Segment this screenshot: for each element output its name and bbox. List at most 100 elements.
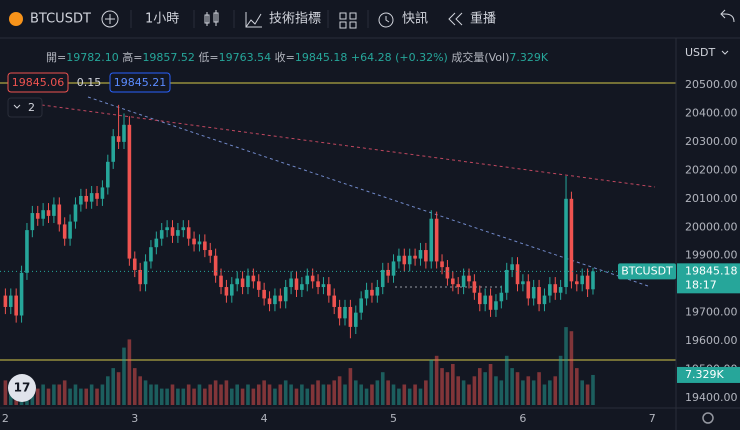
volume-bar: [106, 376, 110, 405]
chart-type-icon[interactable]: [204, 10, 219, 26]
volume-bar: [127, 339, 132, 405]
indicator-toggle[interactable]: [7, 97, 43, 118]
volume-bar: [456, 376, 461, 405]
candle-body: [370, 289, 374, 296]
legend-value: 19763.54: [219, 51, 272, 64]
candle-body: [176, 230, 180, 236]
candle-body: [359, 298, 363, 313]
volume-bar: [165, 388, 169, 405]
candle-body: [246, 275, 250, 288]
volume-bar: [143, 380, 148, 405]
volume-bar: [111, 368, 116, 405]
toolbar: BTCUSDT 1小時 技術指標 快訊 重播: [0, 9, 740, 39]
volume-bar: [240, 388, 245, 405]
candle-body: [537, 287, 541, 305]
coin-icon[interactable]: [9, 12, 23, 26]
indicators-button[interactable]: 技術指標: [269, 12, 321, 27]
compare-button[interactable]: [101, 10, 119, 28]
candle-body: [262, 289, 266, 299]
currency-selector[interactable]: USDT: [685, 46, 716, 59]
volume-bar: [370, 384, 374, 405]
candle-body: [68, 221, 72, 239]
volume-bar: [289, 384, 293, 405]
y-tick-label: 20300.00: [685, 135, 738, 148]
volume-bar: [359, 384, 363, 405]
candle-body: [380, 269, 385, 288]
volume-bar: [294, 388, 299, 405]
volume-bar: [526, 376, 531, 405]
volume-bar: [424, 380, 428, 405]
candle-body: [343, 306, 347, 319]
logo-badge: [8, 374, 36, 402]
plot: [3, 104, 595, 405]
volume-bar: [461, 380, 466, 405]
candle-body: [41, 210, 45, 219]
volume-bar: [73, 384, 78, 405]
candle-body: [477, 292, 482, 305]
chevron: [721, 50, 729, 55]
trend-line[interactable]: [11, 100, 656, 188]
legend-value: 19782.10: [66, 51, 119, 64]
candle-body: [294, 278, 299, 290]
candle-body: [165, 227, 169, 231]
symbol-tag: [618, 263, 676, 280]
volume-bar: [337, 376, 342, 405]
trend-line[interactable]: [87, 96, 649, 287]
volume-bar: [353, 380, 358, 405]
volume-bar: [62, 380, 67, 405]
layout-button[interactable]: [339, 12, 357, 29]
volume-bar: [116, 372, 121, 405]
volume-bar: [429, 359, 434, 405]
candle-body: [461, 275, 466, 288]
volume-bar: [375, 380, 380, 405]
candle-body: [353, 312, 358, 327]
symbol[interactable]: BTCUSDT: [30, 12, 91, 27]
candle-body: [575, 281, 579, 285]
volume-bar: [89, 384, 94, 405]
volume-bar: [521, 380, 525, 405]
logo-mark: 17: [14, 381, 31, 395]
volume-bar: [176, 388, 180, 405]
candle-body: [488, 295, 493, 310]
candle-body: [526, 281, 531, 299]
candle-body: [531, 287, 536, 299]
volume-bar: [418, 388, 423, 405]
candle-body: [456, 284, 461, 288]
alerts-button[interactable]: 快訊: [402, 12, 428, 27]
candle-body: [273, 295, 277, 305]
volume-bar: [531, 380, 536, 405]
volume-bar: [192, 388, 196, 405]
volume-bar: [267, 384, 272, 405]
volume-bar: [472, 376, 477, 405]
replay-button[interactable]: 重播: [470, 11, 496, 27]
candle-body: [3, 295, 8, 307]
countdown-label: 18:17: [685, 278, 717, 291]
buy-button[interactable]: [109, 72, 171, 93]
interval[interactable]: 1小時: [145, 12, 179, 27]
volume-bar: [3, 380, 8, 405]
candle-body: [451, 278, 455, 285]
volume-bar: [451, 364, 455, 405]
volume-bar: [219, 384, 223, 405]
tv-logo: 17: [8, 374, 36, 402]
candle-body: [14, 295, 18, 316]
candle-body: [219, 275, 223, 288]
candle-body: [186, 227, 191, 239]
volume-bar: [197, 384, 202, 405]
volume-bar: [477, 368, 482, 405]
candle-body: [19, 272, 24, 316]
candle-body: [413, 255, 417, 259]
volume-bar: [440, 368, 444, 405]
volume-bar: [57, 384, 62, 405]
candle-body: [79, 195, 83, 205]
undo-button[interactable]: [720, 9, 735, 23]
volume-bar: [310, 384, 315, 405]
settings-button[interactable]: [702, 412, 714, 424]
volume-bar: [380, 372, 385, 405]
legend-label: 成交量(Vol): [451, 50, 509, 64]
sell-button[interactable]: [7, 72, 69, 93]
volume-bar: [203, 388, 207, 405]
volume-bar: [208, 384, 213, 405]
